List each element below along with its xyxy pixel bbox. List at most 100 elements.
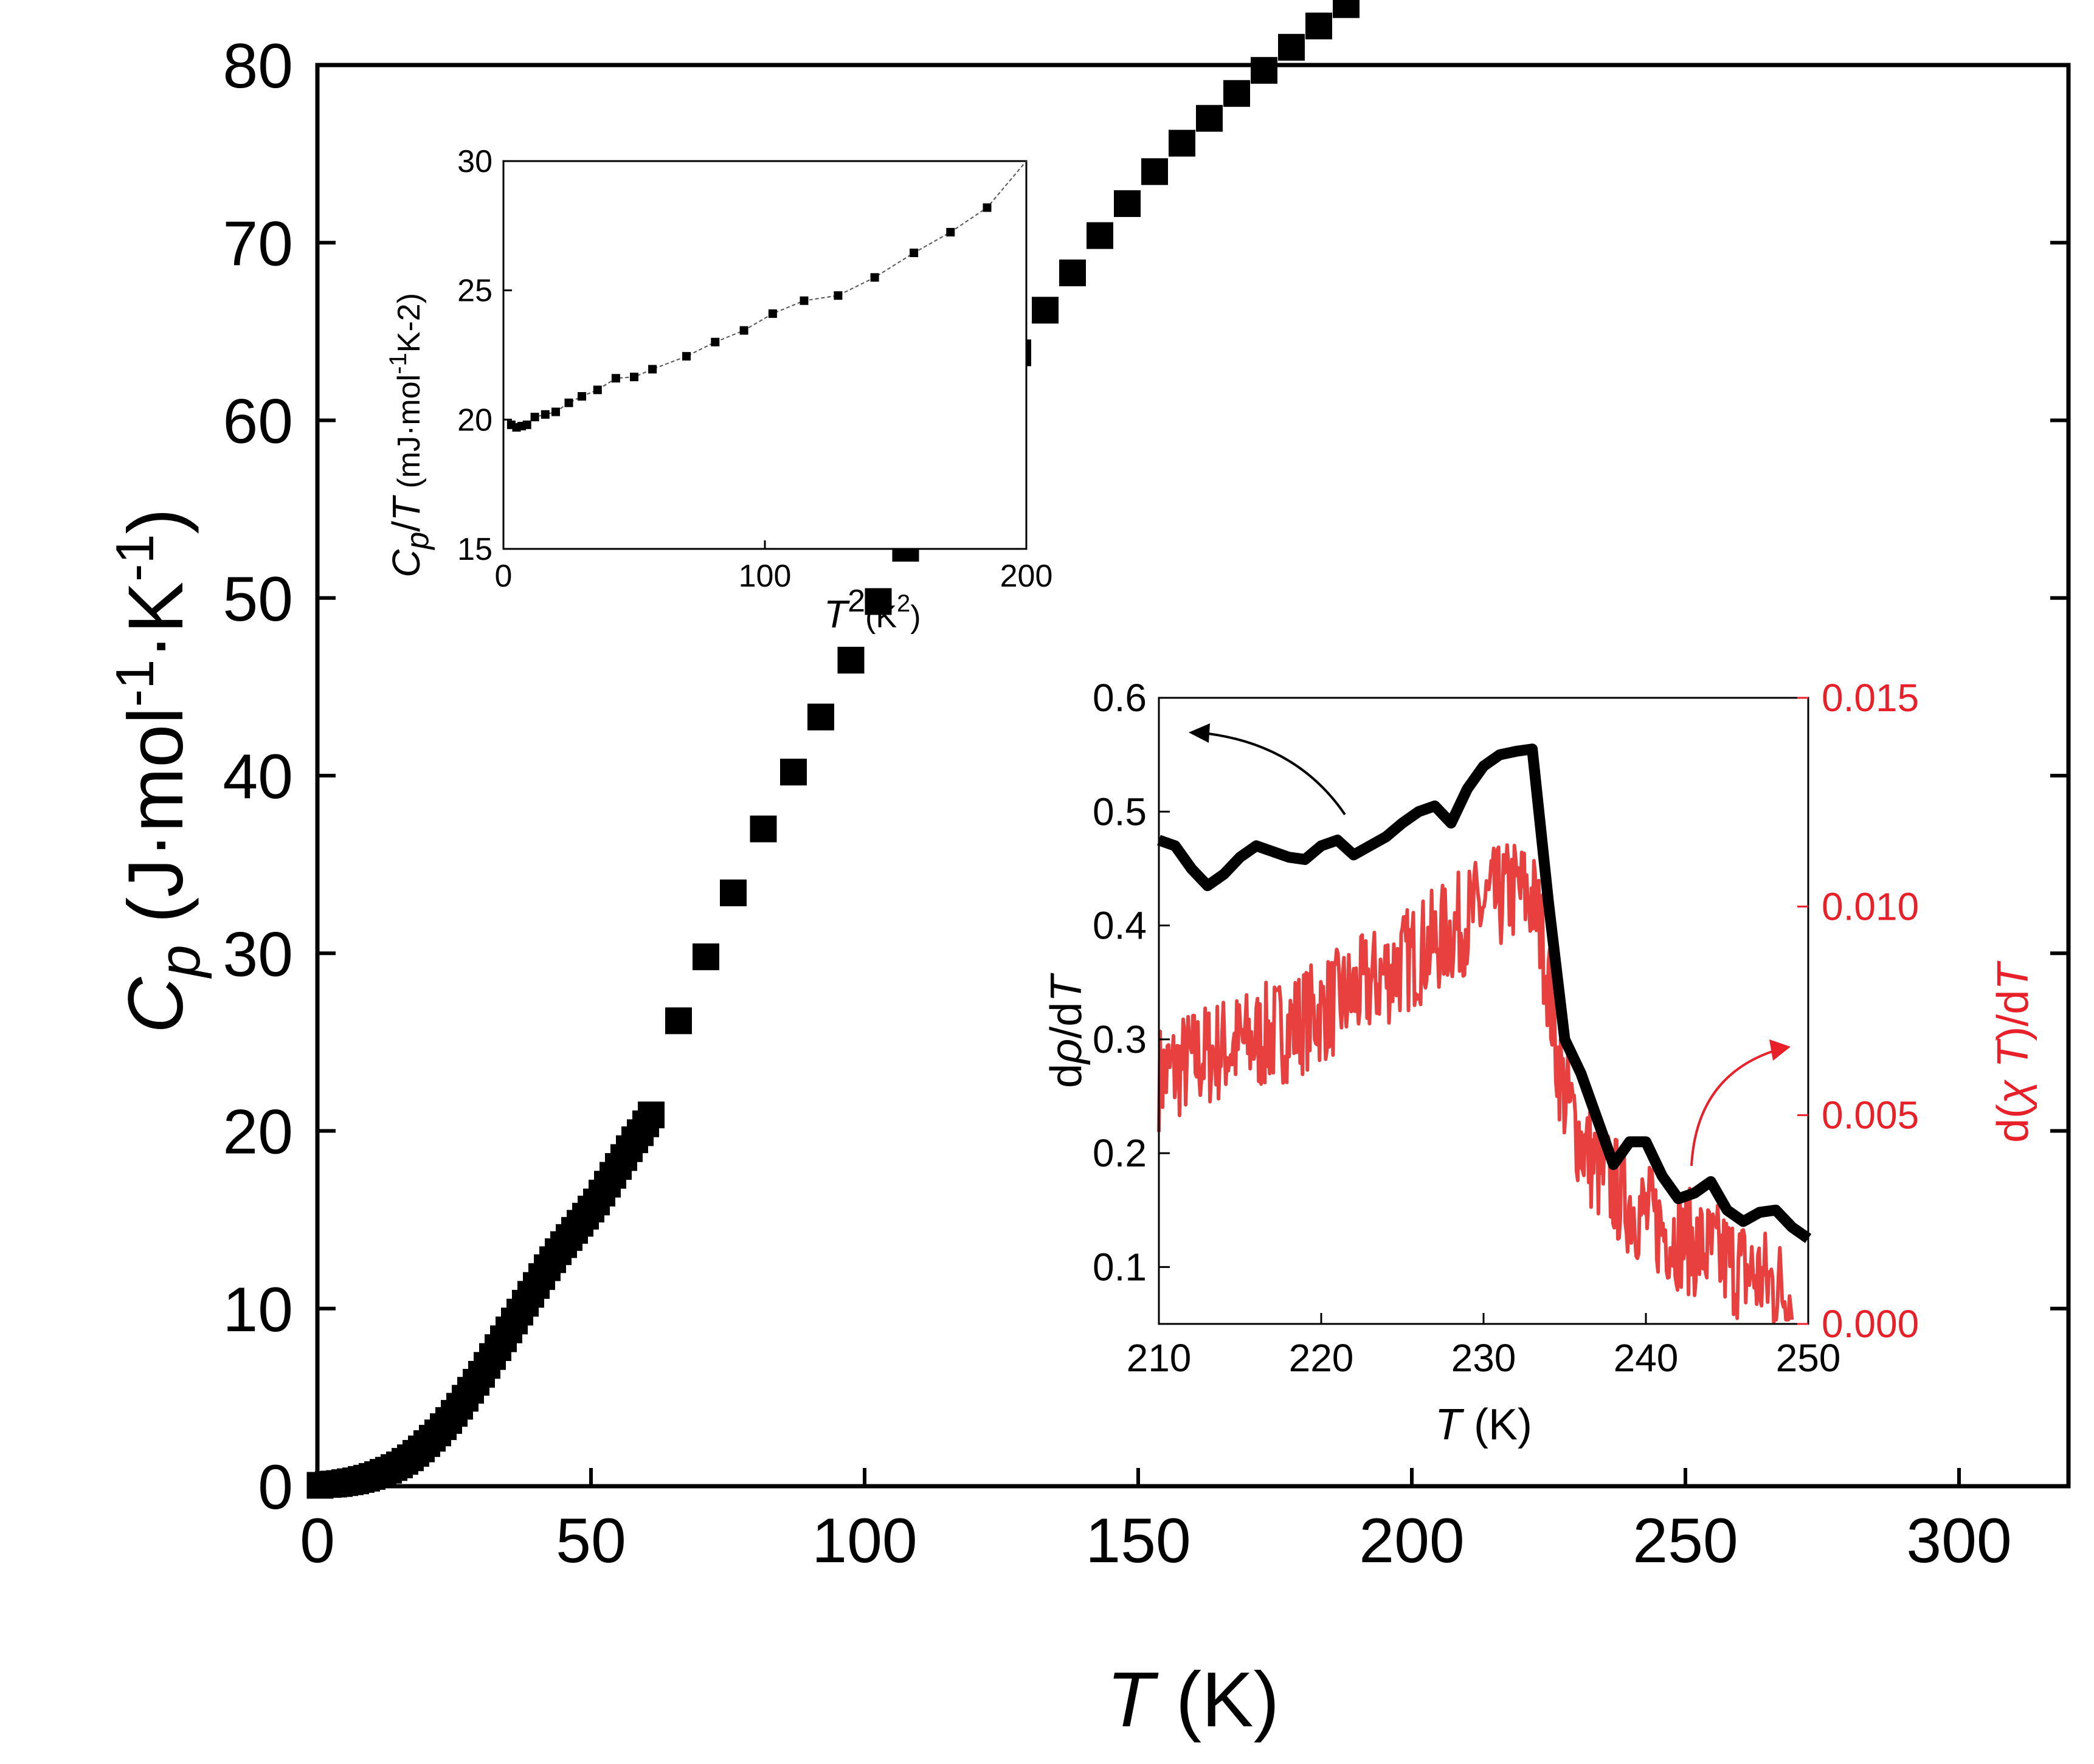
- main-y-tick-label: 20: [223, 1097, 293, 1168]
- inset1-data-point: [768, 309, 777, 318]
- inset1-data-point: [834, 291, 843, 300]
- inset1-x-axis-unit-exp: 2: [897, 590, 910, 617]
- inset2-right-tick-label: 0.015: [1822, 676, 1919, 720]
- main-data-point: [1114, 190, 1141, 217]
- arrow-to-right-axis: [1690, 1049, 1776, 1166]
- inset1-data-point: [630, 373, 638, 382]
- inset2-right-axis-symbol2: T: [1989, 1038, 2037, 1068]
- inset1-data-point: [739, 326, 748, 335]
- inset1-data-point: [522, 420, 531, 429]
- inset1-y-tick-label: 20: [457, 402, 492, 438]
- main-y-tick-label: 0: [258, 1452, 293, 1523]
- arrow-head-left-icon: [1189, 723, 1210, 743]
- inset2-left-axis-symbol2: T: [1042, 973, 1091, 1002]
- main-x-axis-symbol: T: [1107, 1656, 1159, 1743]
- inset1-y-axis-mid: K: [392, 331, 427, 353]
- inset1-ticks: 0 100 200 15 20 25 30: [457, 144, 1052, 594]
- inset2-left-axis-prefix: d: [1042, 1064, 1091, 1088]
- inset2-left-axis-symbol: ρ: [1042, 1039, 1091, 1065]
- main-data-point: [807, 703, 834, 731]
- inset1-x-tick-label: 0: [495, 559, 513, 594]
- main-data-point: [1223, 80, 1250, 107]
- inset1-data-point: [946, 227, 955, 236]
- main-y-axis-title: Cp (J·mol-1·K-1): [105, 508, 212, 1033]
- main-y-tick-label: 30: [223, 919, 293, 990]
- inset2-left-tick-label: 0.3: [1093, 1018, 1147, 1061]
- inset1-data-point: [593, 385, 602, 394]
- main-x-tick-label: 0: [300, 1506, 335, 1576]
- inset2-left-tick-label: 0.4: [1093, 904, 1147, 948]
- main-y-axis-subscript: p: [147, 945, 212, 979]
- main-y-tick-label: 10: [223, 1275, 293, 1345]
- main-y-axis-exp2: -1: [105, 534, 165, 582]
- inset1-y-axis-exp1: -1: [385, 353, 412, 374]
- main-points: [306, 0, 1360, 1499]
- main-data-point: [693, 943, 719, 971]
- inset1-y-axis-close: ): [392, 293, 427, 303]
- inset1-x-axis-unit: (K: [865, 599, 897, 635]
- inset1-points: [506, 203, 992, 432]
- main-y-tick-label: 40: [223, 742, 293, 812]
- inset2-right-tick-label: 0.010: [1822, 884, 1919, 928]
- inset2-left-axis-mid: /d: [1042, 1002, 1091, 1039]
- main-data-point: [780, 759, 807, 786]
- inset1-data-point: [910, 248, 919, 257]
- inset1-y-tick-label: 25: [457, 274, 492, 309]
- main-x-tick-label: 100: [812, 1506, 917, 1576]
- inset2-right-axis-symbol: χ: [1989, 1079, 2037, 1108]
- inset2-x-tick-label: 250: [1776, 1336, 1841, 1380]
- inset1-y-axis-symbol2: T: [384, 495, 428, 521]
- inset1-data-point: [564, 398, 573, 407]
- main-data-point: [1032, 297, 1059, 324]
- main-x-tick-label: 300: [1906, 1506, 2012, 1576]
- main-y-axis-unit: (J·mol: [112, 707, 199, 945]
- inset1-data-point: [648, 365, 657, 374]
- main-data-point: [720, 879, 747, 906]
- main-y-axis-close: ): [112, 508, 199, 534]
- main-data-point: [1087, 222, 1113, 249]
- inset2-right-axis-mid: )/d: [1989, 990, 2037, 1041]
- inset1-data-point: [541, 410, 550, 419]
- main-data-point: [1169, 129, 1195, 157]
- main-y-tick-label: 70: [223, 208, 293, 279]
- main-x-tick-label: 250: [1633, 1506, 1738, 1576]
- inset2-x-axis-title: T (K): [1435, 1401, 1532, 1449]
- main-data-point: [1278, 33, 1305, 61]
- inset2-right-axis-title: d(χ T)/dT: [1989, 960, 2037, 1143]
- inset2-x-tick-label: 220: [1289, 1336, 1354, 1380]
- main-y-axis-mid: ·K: [112, 582, 199, 660]
- inset2-left-tick-label: 0.5: [1093, 790, 1147, 833]
- arrow-to-left-axis: [1197, 731, 1346, 816]
- main-x-tick-label: 150: [1085, 1506, 1191, 1576]
- inset1-data-point: [711, 337, 720, 346]
- main-y-axis-exp1: -1: [105, 660, 165, 707]
- inset1-y-axis-exp2: -2: [392, 303, 427, 331]
- inset2-left-tick-label: 0.1: [1093, 1245, 1147, 1289]
- inset2-right-axis-space: [1989, 1068, 2037, 1080]
- inset1-data-point: [870, 273, 879, 282]
- inset1-x-axis-close: ): [910, 599, 921, 635]
- inset1-x-tick-label: 100: [739, 559, 792, 594]
- inset2-x-tick-label: 240: [1614, 1336, 1679, 1380]
- inset1-data-point: [551, 407, 560, 416]
- main-x-tick-label: 50: [556, 1506, 626, 1576]
- inset2-left-tick-label: 0.6: [1093, 676, 1147, 720]
- inset1-data-point: [611, 374, 620, 383]
- inset1-y-axis-subscript: p: [400, 532, 435, 551]
- inset1-x-axis-symbol: T: [824, 592, 850, 636]
- inset2-x-tick-label: 230: [1451, 1336, 1516, 1380]
- main-y-tick-label: 60: [223, 387, 293, 457]
- inset2-x-tick-label: 210: [1127, 1336, 1192, 1380]
- inset1-data-point: [530, 413, 539, 422]
- main-y-tick-label: 50: [223, 564, 293, 635]
- inset2-x-axis-unit: (K): [1462, 1401, 1532, 1449]
- inset2-series-drho: [1157, 743, 1812, 1243]
- main-data-point: [1059, 259, 1086, 286]
- inset1-y-axis-unit: (mJ·mol: [392, 374, 427, 497]
- main-x-tick-label: 200: [1359, 1506, 1465, 1576]
- inset2-left-tick-label: 0.2: [1093, 1131, 1147, 1175]
- inset1-y-axis-title: Cp/T (mJ·mol-1K-2): [384, 293, 435, 577]
